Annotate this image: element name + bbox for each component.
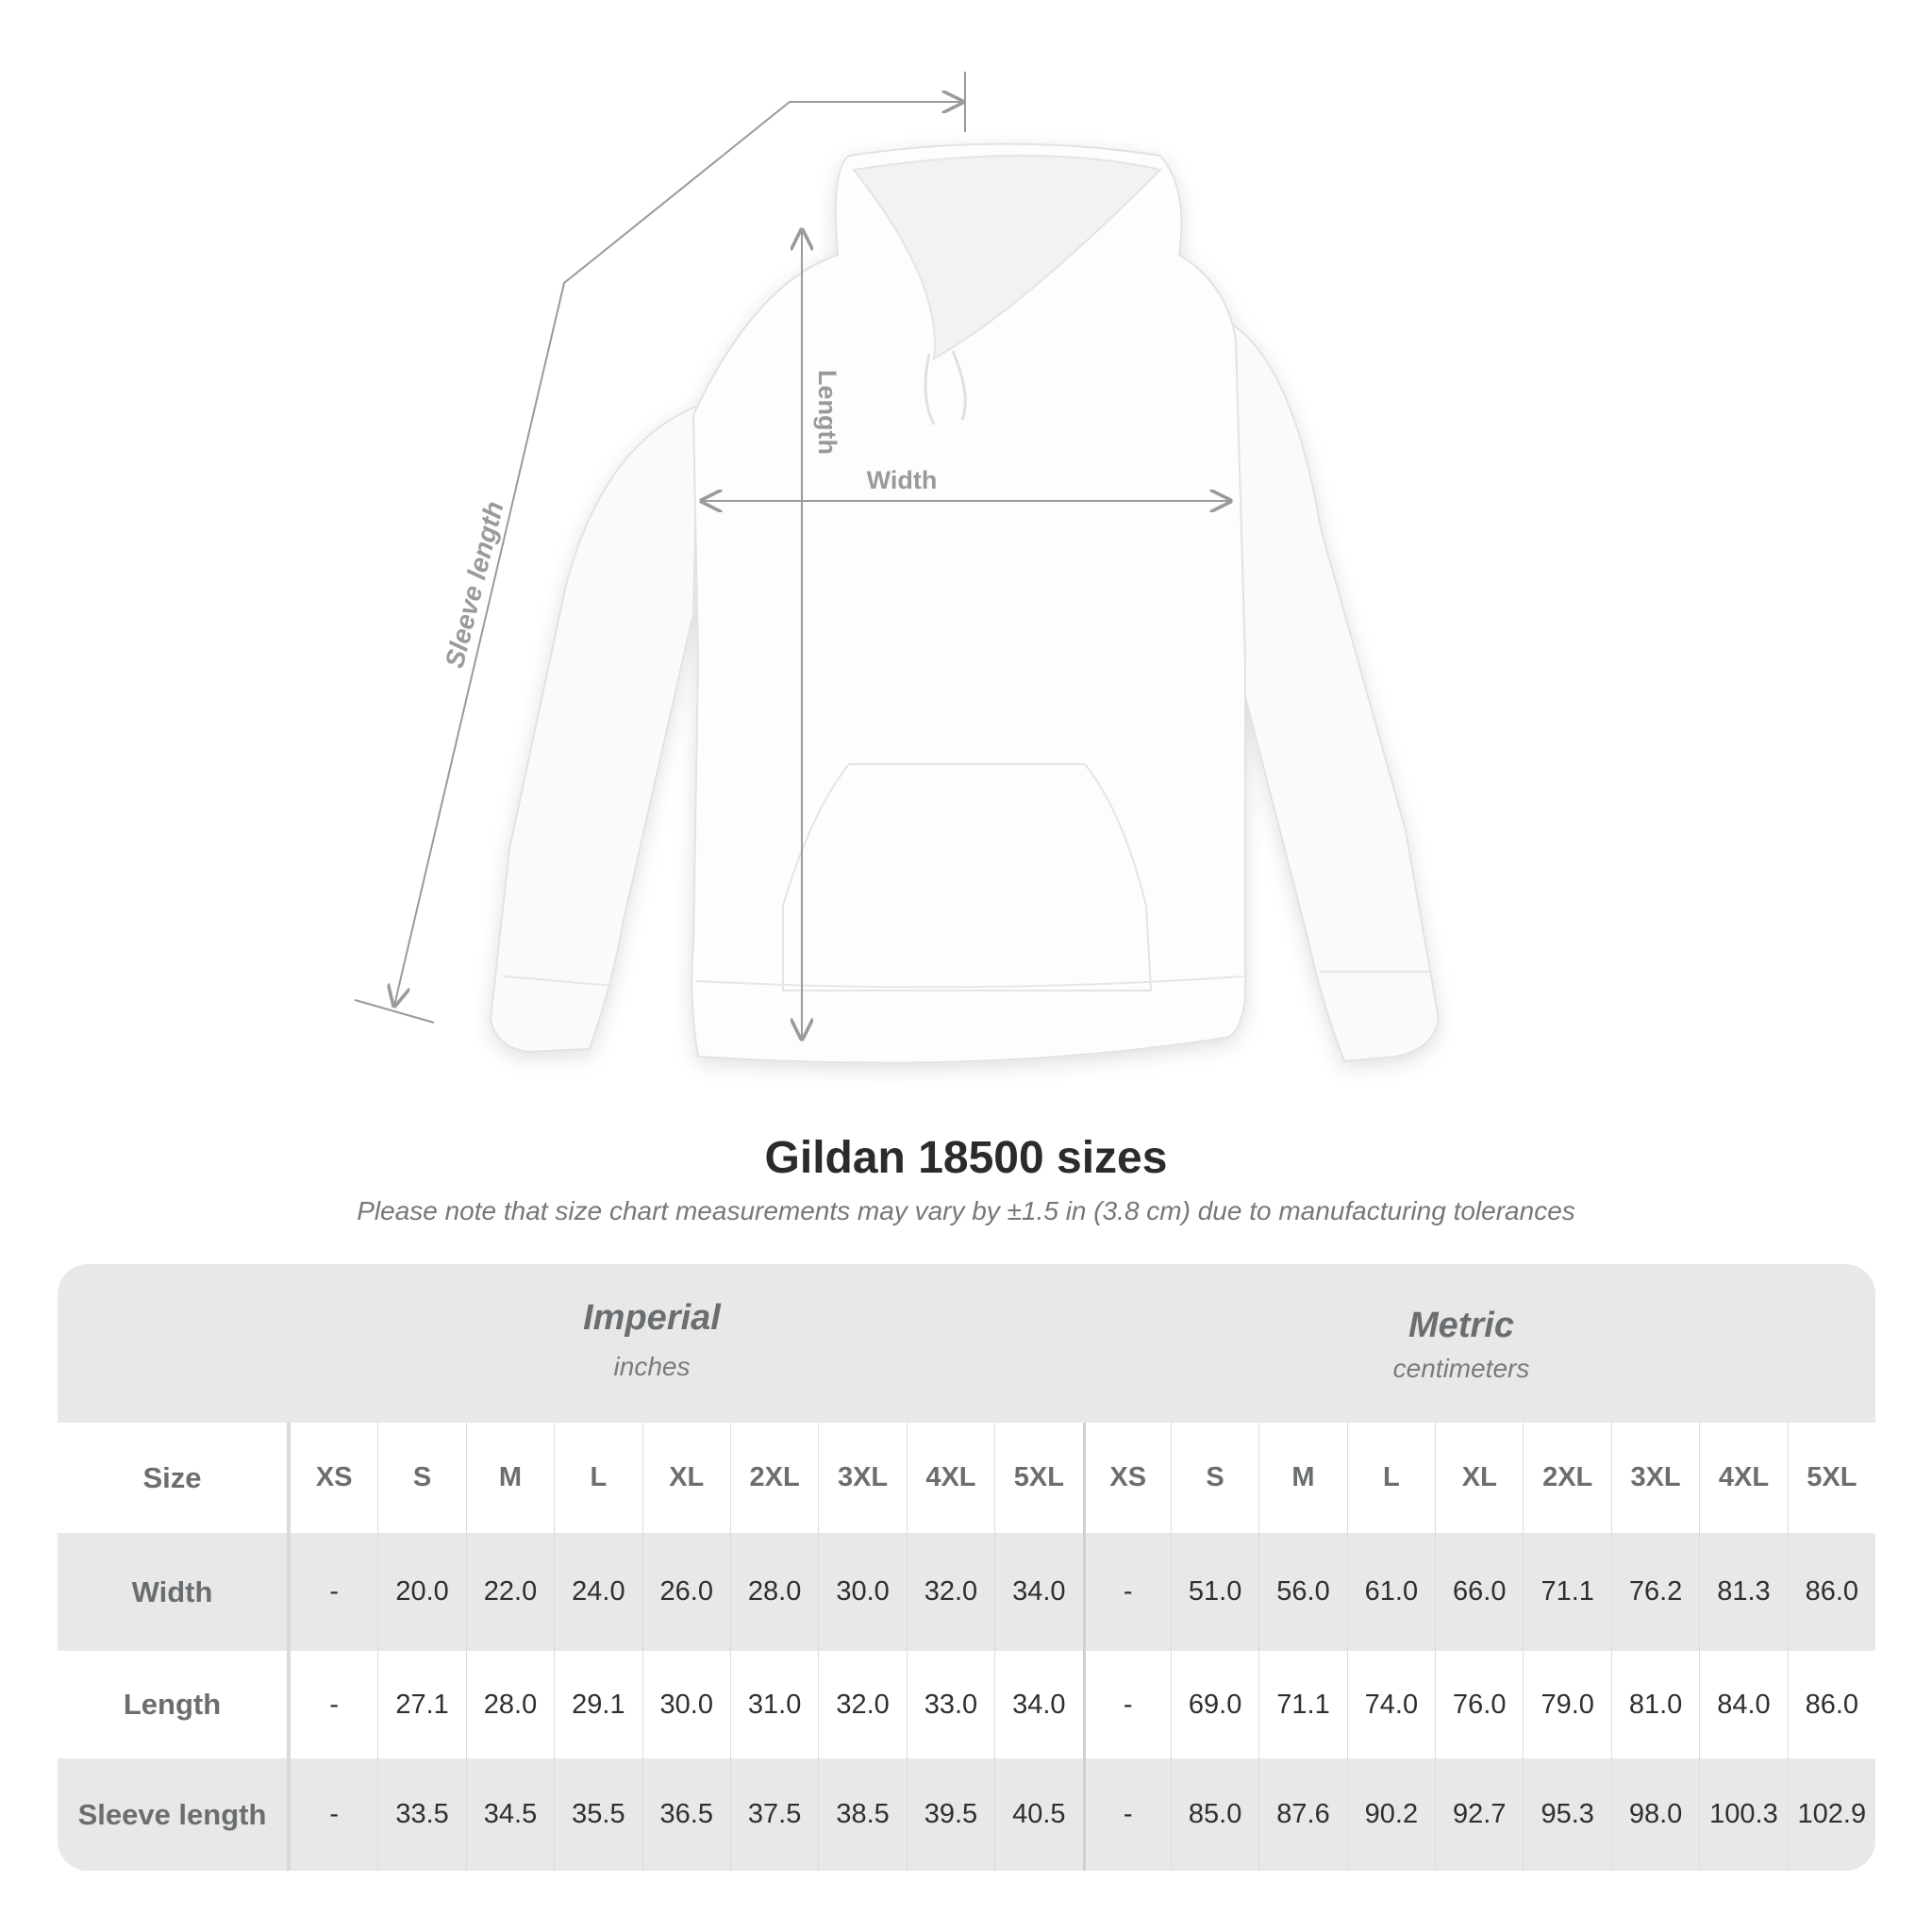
size-header-imperial: L [554, 1423, 641, 1533]
table-cell-imperial: 33.0 [906, 1651, 994, 1758]
size-header-imperial: XL [641, 1423, 730, 1533]
imperial-unit: inches [613, 1352, 691, 1381]
table-cell-imperial: 22.0 [465, 1533, 554, 1651]
table-cell-metric: 85.0 [1170, 1758, 1258, 1871]
table-cell-imperial: 30.0 [641, 1651, 730, 1758]
size-header-metric: 5XL [1787, 1423, 1875, 1533]
metric-header: Metric centimeters [1084, 1306, 1839, 1384]
size-header-metric: 3XL [1610, 1423, 1699, 1533]
table-cell-metric: 98.0 [1610, 1758, 1699, 1871]
size-table: Imperial inches Metric centimeters Size … [58, 1264, 1875, 1871]
table-cell-metric: 61.0 [1346, 1533, 1435, 1651]
table-cell-imperial: 40.5 [994, 1758, 1082, 1871]
table-cell-metric: 71.1 [1523, 1533, 1610, 1651]
table-cell-metric: 79.0 [1523, 1651, 1610, 1758]
table-cell-metric: - [1082, 1651, 1171, 1758]
table-cell-metric: 56.0 [1258, 1533, 1346, 1651]
table-cell-imperial: 20.0 [377, 1533, 465, 1651]
row-label: Width [58, 1533, 290, 1651]
table-cell-imperial: 37.5 [729, 1758, 818, 1871]
row-label: Sleeve length [58, 1758, 290, 1871]
table-cell-imperial: 34.0 [994, 1651, 1082, 1758]
size-header-imperial: S [377, 1423, 465, 1533]
table-cell-metric: 51.0 [1170, 1533, 1258, 1651]
table-cell-imperial: - [290, 1533, 377, 1651]
size-header-metric: XS [1082, 1423, 1171, 1533]
table-cell-imperial: - [290, 1758, 377, 1871]
table-cell-metric: 84.0 [1699, 1651, 1787, 1758]
sleeve-length-label: Sleeve length [440, 498, 509, 671]
table-cell-metric: 90.2 [1346, 1758, 1435, 1871]
size-header-imperial: 3XL [818, 1423, 906, 1533]
table-cell-metric: 95.3 [1523, 1758, 1610, 1871]
hoodie [489, 142, 1441, 1064]
table-cell-imperial: 36.5 [641, 1758, 730, 1871]
table-cell-metric: 81.0 [1610, 1651, 1699, 1758]
sleeve-length-measure [354, 72, 966, 1024]
width-label: Width [867, 466, 938, 494]
table-cell-metric: 100.3 [1699, 1758, 1787, 1871]
table-cell-metric: 92.7 [1435, 1758, 1523, 1871]
table-cell-imperial: 29.1 [554, 1651, 641, 1758]
table-cell-imperial: 34.0 [994, 1533, 1082, 1651]
table-cell-imperial: 39.5 [906, 1758, 994, 1871]
size-header-metric: 4XL [1699, 1423, 1787, 1533]
size-header-imperial: XS [290, 1423, 377, 1533]
table-cell-imperial: 30.0 [818, 1533, 906, 1651]
table-cell-imperial: 28.0 [465, 1651, 554, 1758]
length-label: Length [813, 370, 841, 455]
metric-title: Metric [1408, 1306, 1514, 1345]
table-cell-imperial: 31.0 [729, 1651, 818, 1758]
size-header-imperial: 5XL [994, 1423, 1082, 1533]
size-label: Size [58, 1423, 290, 1533]
table-row: Length -27.1 28.0 29.1 30.0 31.0 32.0 33.0 34.0… [58, 1651, 1875, 1758]
size-header-row: Size XS S M L XL 2XL 3XL 4XL 5XL XS S M L XL 2XL 3XL 4XL… [58, 1423, 1875, 1533]
table-cell-imperial: 28.0 [729, 1533, 818, 1651]
imperial-title: Imperial [583, 1298, 721, 1338]
size-header-imperial: M [465, 1423, 554, 1533]
table-cell-metric: 76.2 [1610, 1533, 1699, 1651]
size-header-metric: S [1170, 1423, 1258, 1533]
imperial-header: Imperial inches [275, 1298, 1029, 1382]
table-cell-imperial: 32.0 [818, 1651, 906, 1758]
table-cell-metric: 76.0 [1435, 1651, 1523, 1758]
table-row: Sleeve length -33.5 34.5 35.5 36.5 37.5 38.5 3… [58, 1758, 1875, 1871]
table-cell-metric: 66.0 [1435, 1533, 1523, 1651]
table-cell-metric: 87.6 [1258, 1758, 1346, 1871]
tolerance-note: Please note that size chart measurements… [357, 1196, 1575, 1225]
table-cell-metric: 86.0 [1787, 1651, 1875, 1758]
size-header-metric: L [1346, 1423, 1435, 1533]
table-cell-metric: - [1082, 1533, 1171, 1651]
table-cell-imperial: 34.5 [465, 1758, 554, 1871]
table-cell-imperial: - [290, 1651, 377, 1758]
table-cell-metric: 74.0 [1346, 1651, 1435, 1758]
metric-unit: centimeters [1392, 1354, 1530, 1383]
size-header-metric: 2XL [1523, 1423, 1610, 1533]
table-cell-metric: 69.0 [1170, 1651, 1258, 1758]
table-cell-imperial: 33.5 [377, 1758, 465, 1871]
table-cell-imperial: 24.0 [554, 1533, 641, 1651]
size-header-imperial: 4XL [906, 1423, 994, 1533]
size-header-metric: M [1258, 1423, 1346, 1533]
table-cell-metric: 86.0 [1787, 1533, 1875, 1651]
size-header-metric: XL [1435, 1423, 1523, 1533]
row-label: Length [58, 1651, 290, 1758]
table-cell-imperial: 38.5 [818, 1758, 906, 1871]
table-cell-metric: - [1082, 1758, 1171, 1871]
table-cell-imperial: 35.5 [554, 1758, 641, 1871]
table-cell-metric: 102.9 [1787, 1758, 1875, 1871]
table-cell-imperial: 26.0 [641, 1533, 730, 1651]
hoodie-illustration: Length Width Sleeve length [354, 72, 1441, 1064]
size-header-imperial: 2XL [729, 1423, 818, 1533]
table-cell-metric: 81.3 [1699, 1533, 1787, 1651]
table-cell-metric: 71.1 [1258, 1651, 1346, 1758]
table-row: Width -20.0 22.0 24.0 26.0 28.0 30.0 32.0 34.0-… [58, 1533, 1875, 1651]
page-title: Gildan 18500 sizes [764, 1133, 1168, 1183]
table-cell-imperial: 27.1 [377, 1651, 465, 1758]
table-cell-imperial: 32.0 [906, 1533, 994, 1651]
